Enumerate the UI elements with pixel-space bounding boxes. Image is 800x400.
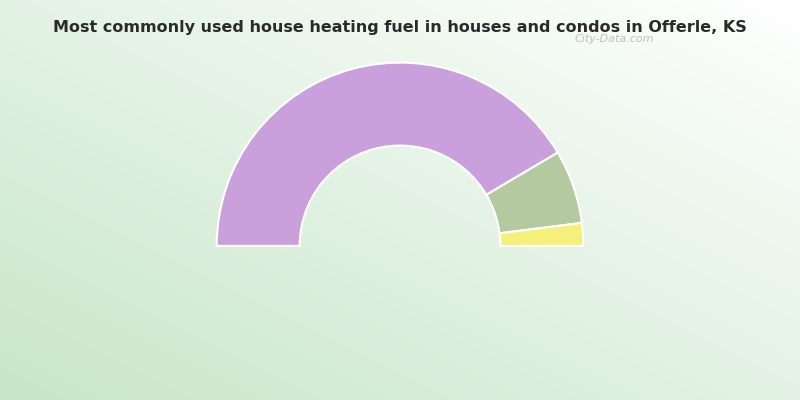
Wedge shape [486,152,582,233]
Text: City-Data.com: City-Data.com [574,34,654,44]
Wedge shape [499,223,583,246]
Text: Most commonly used house heating fuel in houses and condos in Offerle, KS: Most commonly used house heating fuel in… [53,20,747,35]
Wedge shape [217,62,558,246]
